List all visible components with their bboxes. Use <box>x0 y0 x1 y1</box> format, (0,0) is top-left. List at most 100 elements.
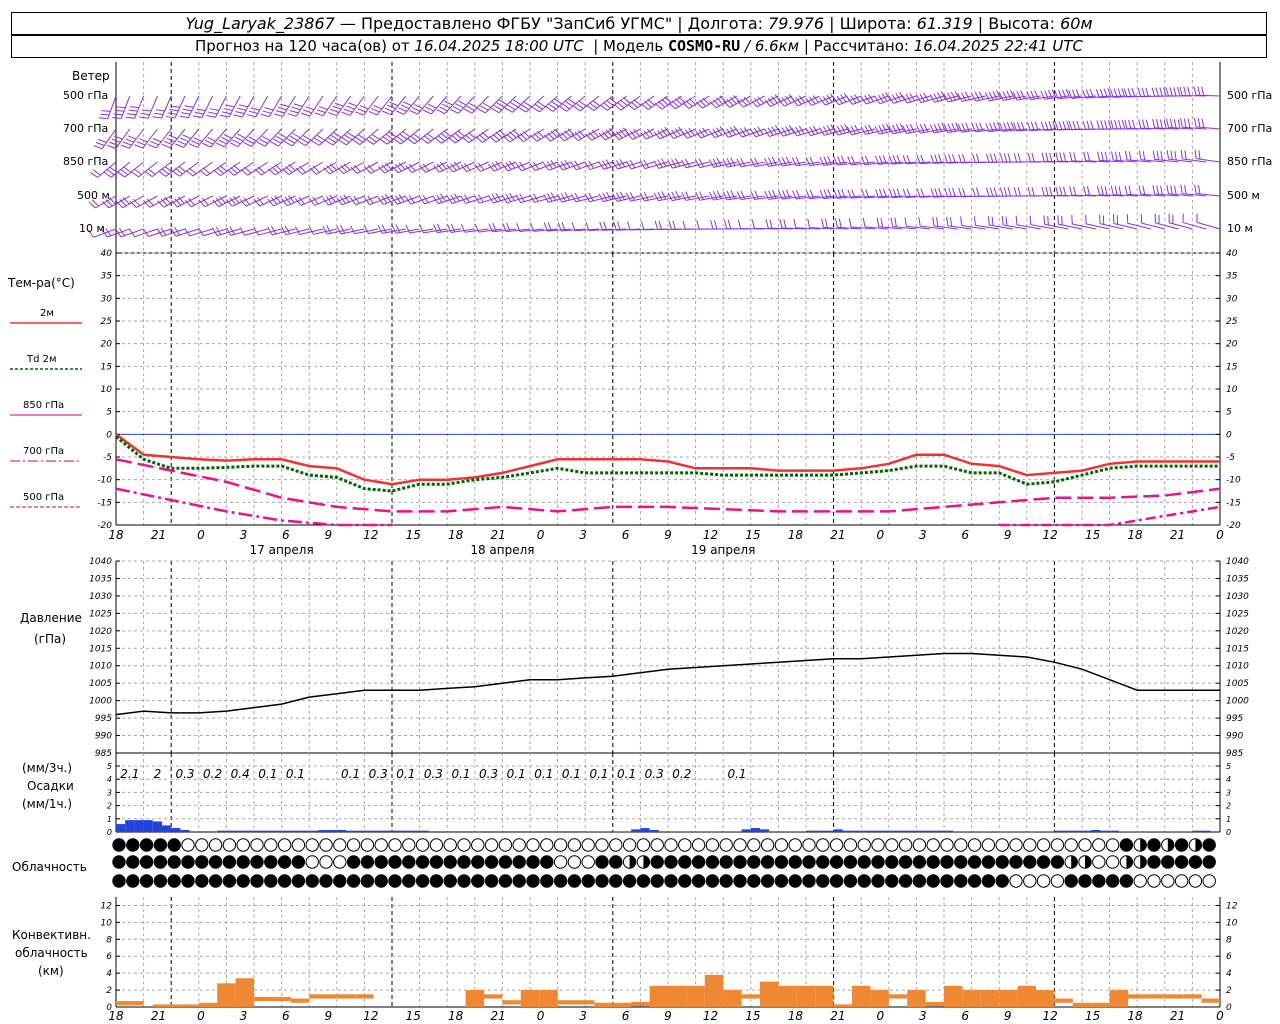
provider: Предоставлено ФГБУ "ЗапСиб УГМС" <box>360 14 673 33</box>
wind-barb <box>1016 224 1041 230</box>
wind-barb-feather <box>108 197 116 205</box>
wind-barb-feather <box>455 103 464 109</box>
wind-barb-feather <box>467 132 476 139</box>
wind-barb-feather <box>531 106 540 113</box>
wind-barb-feather <box>846 96 853 105</box>
wind-barb-feather <box>716 157 722 166</box>
wind-barb <box>1113 159 1138 163</box>
wind-barb <box>561 228 586 232</box>
wind-barb-feather <box>433 224 438 233</box>
wind-barb <box>261 161 282 176</box>
wind-barb <box>1044 128 1069 131</box>
wind-barb-feather <box>239 198 247 207</box>
temp-hour-label: 21 <box>151 528 166 542</box>
wind-barb-feather <box>179 115 189 119</box>
wind-barb <box>161 95 172 119</box>
cloud-symbol <box>1064 874 1078 888</box>
cloud-symbol <box>691 838 706 852</box>
wind-barb <box>1182 193 1207 197</box>
convective-bar <box>465 990 484 1007</box>
wind-barb <box>864 195 889 199</box>
wind-barb <box>343 161 365 175</box>
wind-barb-feather <box>419 224 424 234</box>
cloud-symbol <box>871 855 885 869</box>
precip-sum-label: 0.3 <box>175 767 194 781</box>
cloud-symbol <box>277 874 292 888</box>
wind-barb-feather <box>550 192 557 201</box>
wind-barb-feather <box>798 125 805 134</box>
wind-barb-feather <box>639 192 645 202</box>
precip-bar <box>704 831 714 832</box>
wind-barb-feather <box>267 226 273 236</box>
wind-barb-feather <box>826 94 833 103</box>
cloud-symbol <box>291 838 306 852</box>
wind-barb-feather <box>667 192 673 201</box>
wind-barb-feather <box>520 104 530 110</box>
temp-tick-right: 0 <box>1226 430 1232 440</box>
cloud-symbol <box>443 855 457 869</box>
wind-barb <box>673 128 696 140</box>
wind-barb <box>796 161 820 167</box>
temp-series-0 <box>115 433 1220 486</box>
wind-barb <box>727 195 751 201</box>
wind-barb-feather <box>275 135 285 142</box>
convective-bar <box>944 985 963 1007</box>
wind-barb <box>630 195 655 202</box>
wind-barb-feather <box>740 190 746 200</box>
cloud-symbol <box>360 874 375 888</box>
wind-barb-feather <box>1152 185 1156 195</box>
convective-bar <box>520 990 540 1007</box>
wind-barb-feather <box>285 166 293 173</box>
wind-barb-feather <box>157 200 165 208</box>
wind-barb-feather <box>1177 119 1181 129</box>
cloud-symbol <box>457 874 471 888</box>
wind-barb-feather <box>229 142 239 148</box>
wind-barb-feather <box>713 220 718 230</box>
temp-legend-850: 850 гПа <box>23 400 64 411</box>
wind-barb-feather <box>259 138 268 144</box>
wind-barb-feather <box>405 165 413 173</box>
wind-barb-feather <box>609 97 617 104</box>
temp-hour-label: 3 <box>919 528 927 542</box>
wind-barb <box>368 228 393 235</box>
conv-hour-label: 21 <box>491 1009 506 1023</box>
wind-barb-feather <box>885 92 892 101</box>
wind-barb-feather <box>736 100 744 108</box>
wind-barb-feather <box>1165 87 1169 97</box>
cloud-symbol <box>319 855 333 869</box>
cloud-symbol <box>429 838 444 852</box>
wind-barb-feather <box>722 129 729 138</box>
wind-barb <box>647 95 669 110</box>
wind-barb <box>356 161 379 174</box>
wind-level-500m: 500 м <box>77 189 110 202</box>
wind-barb-feather <box>819 156 825 166</box>
wind-barb-feather <box>1007 153 1011 163</box>
wind-barb-feather <box>868 124 874 133</box>
wind-barb <box>485 95 503 114</box>
precip-bar <box>143 820 153 832</box>
wind-barb-feather <box>458 100 467 106</box>
wind-barb-feather <box>134 144 144 149</box>
wind-barb-feather <box>557 194 563 203</box>
wind-barb-feather <box>947 123 953 133</box>
precip-tick-right: 5 <box>1226 762 1231 771</box>
precip-bar <box>925 830 935 832</box>
wind-barb-feather <box>646 128 654 137</box>
cloud-symbol <box>829 838 844 852</box>
wind-barb-feather <box>106 169 115 176</box>
wind-barb-feather <box>678 96 686 104</box>
wind-barb <box>349 95 365 116</box>
conv-hour-label: 21 <box>1170 1009 1185 1023</box>
wind-barb-feather <box>543 194 549 203</box>
wind-barb-feather <box>270 141 279 147</box>
precip-bar <box>1118 831 1128 832</box>
wind-barb-feather <box>599 104 608 111</box>
precipitation-panel: 5 54 43 32 21 10 02.1 2 0.3 0.2 0.4 0.1 0.1 0.1 0.3 0.1… <box>107 753 1231 837</box>
wind-barb-feather <box>1151 87 1156 97</box>
cloud-symbol <box>1092 874 1106 888</box>
wind-barb-feather <box>278 106 287 111</box>
cloud-symbol <box>1009 838 1023 852</box>
wind-barb-feather <box>702 97 710 105</box>
wind-barb-feather <box>791 157 797 167</box>
wind-barb <box>864 226 889 230</box>
